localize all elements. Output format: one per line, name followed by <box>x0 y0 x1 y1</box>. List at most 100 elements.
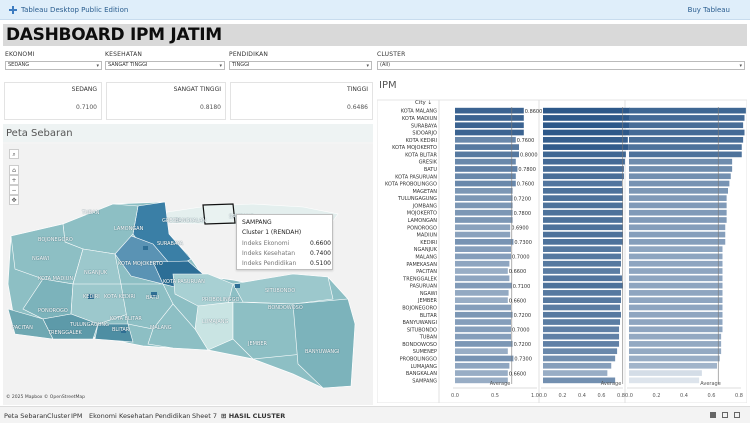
pan-icon[interactable]: ✥ <box>9 195 19 205</box>
pendidikan-select[interactable]: TINGGI ▾ <box>229 61 372 70</box>
zoom-in-icon[interactable]: + <box>9 175 19 185</box>
ipm-bar <box>543 122 630 129</box>
city-label: KOTA MALANG <box>401 109 437 115</box>
ipm-bar <box>629 319 723 325</box>
search-icon[interactable]: ⌕ <box>9 149 19 159</box>
map-panel[interactable]: Peta Sebaran ⌕ ⌂ + <box>3 124 373 405</box>
ipm-bar <box>455 187 513 194</box>
city-label: KOTA BLITAR <box>405 152 437 158</box>
ipm-bar <box>455 231 511 238</box>
tab-ekonomi[interactable]: Ekonomi <box>89 412 117 420</box>
cluster-select[interactable]: (All) ▾ <box>377 61 745 70</box>
ipm-bar <box>543 362 612 369</box>
ipm-chart[interactable]: City ⇣ KOTA MALANG 0.8600 KOTA MADIUNSURABA… <box>377 80 747 403</box>
map-label: PONOROGO <box>38 308 68 314</box>
city-label: MAGETAN <box>412 189 437 195</box>
buy-tableau-link[interactable]: Buy Tableau <box>687 6 730 14</box>
ipm-bar <box>543 195 623 201</box>
tab-hasil-cluster[interactable]: ⊞ HASIL CLUSTER <box>221 412 286 420</box>
kpi-ekonomi: SEDANG 0.7100 <box>4 82 102 120</box>
ipm-bar <box>455 304 511 311</box>
map-label: MALANG <box>150 325 172 331</box>
map-canvas[interactable] <box>3 124 373 405</box>
data-label: 0.7000 <box>512 255 530 261</box>
average-label: Average <box>490 381 511 387</box>
ipm-bar <box>629 311 723 318</box>
presentation-icon[interactable] <box>710 412 716 418</box>
city-label: JOMBANG <box>412 203 437 209</box>
map-label: TULUNGAGUNG <box>70 322 110 328</box>
map-label: KOTA MOJOKERTO <box>118 261 163 267</box>
ipm-bar <box>455 268 508 274</box>
chevron-down-icon: ▾ <box>219 63 222 69</box>
tick-label: 0.8 <box>617 393 625 399</box>
zoom-out-icon[interactable]: − <box>9 185 19 195</box>
ipm-bar <box>543 239 623 245</box>
city-label: BONDOWOSO <box>402 342 437 348</box>
city-label: GRESIK <box>419 160 438 166</box>
city-label: MOJOKERTO <box>407 211 437 217</box>
tab-pendidikan[interactable]: Pendidikan <box>155 412 191 420</box>
tab-kesehatan[interactable]: Kesehatan <box>119 412 154 420</box>
city-label: BANYUWANGI <box>403 320 438 326</box>
city-label: KEDIRI <box>420 240 437 246</box>
ipm-bar <box>543 370 608 376</box>
ipm-bar <box>455 297 508 304</box>
ipm-bar <box>543 166 624 172</box>
ipm-bar <box>629 348 722 355</box>
ipm-bar <box>543 377 616 384</box>
city-label: KOTA MOJOKERTO <box>392 145 437 151</box>
dashboard-title: DASHBOARD IPM JATIM <box>3 24 747 46</box>
map-label: SITUBONDO <box>265 288 296 294</box>
map-label: BOJONEGORO <box>38 237 73 243</box>
tick-label: 0.8 <box>735 393 743 399</box>
tab-peta-sebaran[interactable]: Peta Sebaran <box>4 412 48 420</box>
tick-label: 0.5 <box>491 393 499 399</box>
tab-cluster[interactable]: Cluster <box>47 412 71 420</box>
map-label: KOTA BLITAR <box>110 316 142 322</box>
ipm-bar <box>455 362 510 369</box>
tab-ipm[interactable]: IPM <box>71 412 83 420</box>
app-titlebar: Tableau Desktop Public Edition Buy Table… <box>0 0 750 20</box>
ipm-bar <box>455 326 511 333</box>
kpi-label: SEDANG <box>71 86 97 93</box>
ipm-bar <box>455 290 509 296</box>
tab-sheet-7[interactable]: Sheet 7 <box>192 412 217 420</box>
kpi-pendidikan: TINGGI 0.6486 <box>230 82 373 120</box>
average-label: Average <box>601 381 622 387</box>
city-label: BLITAR <box>420 313 438 319</box>
map-label: PACITAN <box>12 325 33 331</box>
home-icon[interactable]: ⌂ <box>9 165 19 175</box>
ekonomi-select[interactable]: SEDANG ▾ <box>5 61 102 70</box>
ipm-bar <box>543 231 623 238</box>
data-label: 0.7100 <box>513 284 531 290</box>
ipm-bar <box>629 239 726 245</box>
city-label: MALANG <box>415 254 437 260</box>
ipm-bar <box>455 217 513 223</box>
ipm-bar <box>455 180 516 187</box>
ipm-bar <box>543 187 623 194</box>
ipm-bar <box>455 370 508 376</box>
ipm-bar <box>629 355 720 362</box>
ipm-bar <box>455 319 511 325</box>
grid-view-icon[interactable] <box>722 412 728 418</box>
ipm-bar <box>543 173 624 180</box>
data-label: 0.6600 <box>509 298 527 304</box>
filmstrip-icon[interactable] <box>734 412 740 418</box>
city-label: PONOROGO <box>407 225 437 231</box>
tick-label: 0.6 <box>708 393 716 399</box>
ipm-bar <box>629 333 722 340</box>
map-credit: © 2025 Mapbox © OpenStreetMap <box>6 395 85 400</box>
ipm-bar <box>543 107 630 114</box>
ipm-bar <box>629 187 728 194</box>
data-label: 0.6600 <box>509 269 527 275</box>
kesehatan-select[interactable]: SANGAT TINGGI ▾ <box>105 61 225 70</box>
ipm-bar <box>629 217 727 223</box>
ipm-bar <box>543 253 621 260</box>
kpi-label: TINGGI <box>347 86 368 93</box>
ipm-bar <box>455 122 524 129</box>
kpi-value: 0.6486 <box>347 104 368 111</box>
data-label: 0.7200 <box>514 196 532 202</box>
city-label: SAMPANG <box>412 378 437 384</box>
map-title: Peta Sebaran <box>6 128 73 139</box>
